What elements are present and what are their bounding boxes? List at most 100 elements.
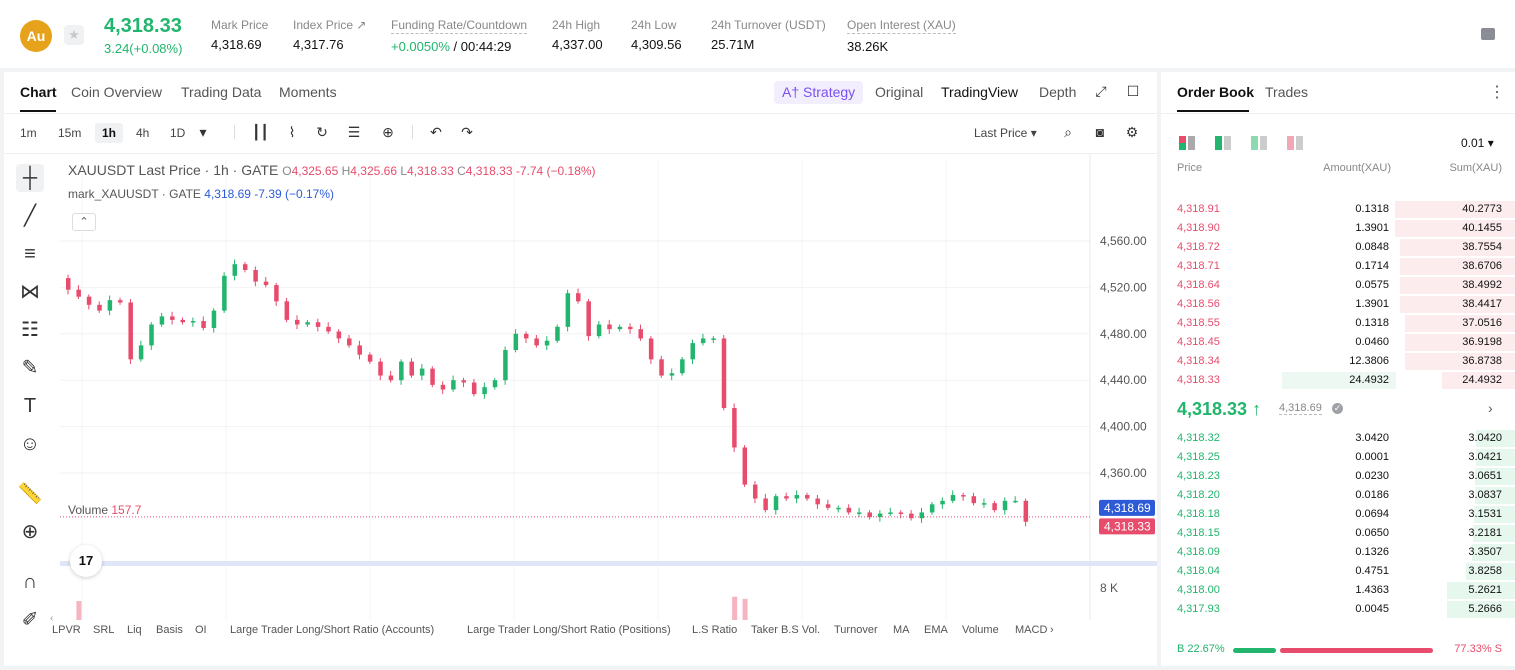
candle-type-icon[interactable]: ┃┃ bbox=[252, 124, 269, 140]
ask-row[interactable]: 4,318.45 0.0460 36.9198 bbox=[1161, 333, 1515, 352]
candlestick-chart[interactable]: 4,560.00 4,520.00 4,480.00 4,440.00 4,400.00… bbox=[4, 154, 1157, 620]
indicator-taker-b-s-vol-[interactable]: Taker B.S Vol. bbox=[751, 624, 821, 636]
timeframe-1m[interactable]: 1m bbox=[20, 126, 37, 140]
search-icon[interactable]: ⌕ bbox=[1064, 124, 1072, 140]
indicator-basis[interactable]: Basis bbox=[156, 624, 183, 636]
bid-row[interactable]: 4,318.15 0.0650 3.2181 bbox=[1161, 524, 1515, 543]
templates-icon[interactable]: ☰ bbox=[347, 124, 361, 140]
tab-moments[interactable]: Moments bbox=[279, 84, 337, 100]
ruler-icon[interactable]: 📏 bbox=[17, 483, 43, 505]
bid-row[interactable]: 4,318.09 0.1326 3.3507 bbox=[1161, 543, 1515, 562]
precision-select[interactable]: 0.01 ▾ bbox=[1461, 136, 1494, 150]
compare-icon[interactable]: ↻ bbox=[316, 124, 328, 140]
redo-icon[interactable]: ↷ bbox=[461, 124, 473, 140]
layout-bids-icon[interactable] bbox=[1215, 136, 1231, 150]
chevron-right-icon[interactable]: › bbox=[1488, 400, 1493, 416]
bid-row[interactable]: 4,318.20 0.0186 3.0837 bbox=[1161, 486, 1515, 505]
tab-trading-data[interactable]: Trading Data bbox=[181, 84, 262, 100]
text-tool-icon[interactable]: T bbox=[23, 395, 37, 417]
stat-index-price[interactable]: Index Price ↗ 4,317.76 bbox=[293, 18, 367, 52]
lock-drawing-icon[interactable]: ✐ bbox=[21, 609, 39, 631]
bid-row[interactable]: 4,318.00 1.4363 5.2621 bbox=[1161, 581, 1515, 600]
brush-icon[interactable]: ✎ bbox=[21, 357, 39, 379]
undo-icon[interactable]: ↶ bbox=[430, 124, 442, 140]
bid-row[interactable]: 4,318.23 0.0230 3.0651 bbox=[1161, 467, 1515, 486]
bid-row[interactable]: 4,318.18 0.0694 3.1531 bbox=[1161, 505, 1515, 524]
indicator-large-trader-long-short-ratio-accounts-[interactable]: Large Trader Long/Short Ratio (Accounts) bbox=[230, 624, 435, 636]
timeframe-1h[interactable]: 1h bbox=[95, 123, 124, 143]
emoji-icon[interactable]: ☺ bbox=[19, 433, 41, 455]
indicator-large-trader-long-short-ratio-positions-[interactable]: Large Trader Long/Short Ratio (Positions… bbox=[467, 624, 671, 636]
layout-both-icon[interactable] bbox=[1179, 136, 1195, 150]
book-icon[interactable] bbox=[1481, 28, 1495, 40]
add-alert-icon[interactable]: ⊕ bbox=[382, 124, 394, 140]
tradingview-logo[interactable]: 17 bbox=[70, 545, 102, 577]
ask-row[interactable]: 4,318.64 0.0575 38.4992 bbox=[1161, 276, 1515, 295]
timeframe-1d[interactable]: 1D bbox=[170, 126, 186, 140]
crosshair-icon[interactable]: ┼ bbox=[16, 164, 44, 192]
expand-icon[interactable]: ⤢ bbox=[1095, 83, 1107, 99]
indicator-volume[interactable]: Volume bbox=[962, 624, 999, 636]
horizontal-lines-icon[interactable]: ≡ bbox=[24, 243, 36, 265]
ask-row[interactable]: 4,318.72 0.0848 38.7554 bbox=[1161, 238, 1515, 257]
order-sum: 5.2621 bbox=[1468, 584, 1502, 596]
candle-body bbox=[711, 338, 716, 340]
indicator-turnover[interactable]: Turnover bbox=[834, 624, 878, 636]
strategy-button[interactable]: A† Strategy bbox=[774, 81, 864, 104]
bid-row[interactable]: 4,317.93 0.0045 5.2666 bbox=[1161, 600, 1515, 619]
depth-bar bbox=[1400, 258, 1515, 275]
bid-row[interactable]: 4,318.04 0.4751 3.8258 bbox=[1161, 562, 1515, 581]
indicator-ema[interactable]: EMA bbox=[924, 624, 948, 636]
collapse-legend-button[interactable]: ⌃ bbox=[72, 213, 96, 231]
more-options-icon[interactable]: ⋮ bbox=[1489, 84, 1505, 101]
bid-row[interactable]: 4,318.32 3.0420 3.0420 bbox=[1161, 429, 1515, 448]
bid-row[interactable]: 4,318.25 0.0001 3.0421 bbox=[1161, 448, 1515, 467]
timeframe-dropdown-icon[interactable]: ▾ bbox=[199, 124, 207, 140]
ask-row[interactable]: 4,318.55 0.1318 37.0516 bbox=[1161, 314, 1515, 333]
pattern-icon[interactable]: ⋈ bbox=[20, 281, 40, 303]
layout-trades-icon[interactable] bbox=[1287, 136, 1303, 150]
indicator-l-s-ratio[interactable]: L.S Ratio bbox=[692, 624, 738, 636]
camera-icon[interactable]: ◙ bbox=[1095, 124, 1105, 140]
magnet-icon[interactable]: ∩ bbox=[22, 571, 38, 593]
indicator-macd[interactable]: MACD bbox=[1015, 624, 1048, 636]
candle-body bbox=[305, 322, 310, 325]
ask-row[interactable]: 4,318.33 24.4932 24.4932 bbox=[1161, 371, 1515, 390]
chevron-right-icon[interactable]: › bbox=[1050, 624, 1054, 636]
fib-levels-icon[interactable]: ☷ bbox=[21, 319, 39, 341]
candle-body bbox=[336, 331, 342, 339]
ask-row[interactable]: 4,318.71 0.1714 38.6706 bbox=[1161, 257, 1515, 276]
ask-row[interactable]: 4,318.34 12.3806 36.8738 bbox=[1161, 352, 1515, 371]
order-sum: 38.6706 bbox=[1462, 260, 1502, 272]
favorite-star-icon[interactable]: ★ bbox=[64, 25, 84, 45]
indicator-lpvr[interactable]: LPVR bbox=[52, 624, 81, 636]
depth-bar bbox=[1473, 525, 1515, 542]
price-source-select[interactable]: Last Price ▾ bbox=[974, 126, 1037, 140]
ask-row[interactable]: 4,318.91 0.1318 40.2773 bbox=[1161, 200, 1515, 219]
tab-order-book[interactable]: Order Book bbox=[1177, 84, 1255, 100]
view-depth[interactable]: Depth bbox=[1039, 84, 1077, 100]
indicator-srl[interactable]: SRL bbox=[93, 624, 115, 636]
sell-ratio: 77.33% S bbox=[1454, 643, 1502, 655]
view-original[interactable]: Original bbox=[875, 84, 924, 100]
tab-trades[interactable]: Trades bbox=[1265, 84, 1309, 100]
zoom-in-icon[interactable]: ⊕ bbox=[21, 521, 39, 543]
timeframe-15m[interactable]: 15m bbox=[58, 126, 82, 140]
settings-gear-icon[interactable]: ⚙ bbox=[1125, 124, 1139, 140]
indicator-liq[interactable]: Liq bbox=[127, 624, 142, 636]
view-tradingview[interactable]: TradingView bbox=[941, 84, 1019, 100]
tab-chart[interactable]: Chart bbox=[20, 84, 57, 100]
tab-coin-overview[interactable]: Coin Overview bbox=[71, 84, 163, 100]
layout-asks-icon[interactable] bbox=[1251, 136, 1267, 150]
indicator-ma[interactable]: MA bbox=[893, 624, 910, 636]
ask-row[interactable]: 4,318.56 1.3901 38.4417 bbox=[1161, 295, 1515, 314]
indicator-oi[interactable]: OI bbox=[195, 624, 207, 636]
timeframe-4h[interactable]: 4h bbox=[136, 126, 150, 140]
fullscreen-icon[interactable]: ☐ bbox=[1126, 83, 1140, 99]
candle-body bbox=[315, 322, 321, 327]
trend-line-icon[interactable]: ╱ bbox=[23, 205, 37, 227]
chart-legend-main: XAUUSDT Last Price · 1h · GATE O4,325.65… bbox=[68, 162, 596, 178]
chevron-left-icon[interactable]: ‹ bbox=[50, 613, 54, 624]
ask-row[interactable]: 4,318.90 1.3901 40.1455 bbox=[1161, 219, 1515, 238]
indicators-icon[interactable]: ⌇ bbox=[288, 124, 296, 140]
